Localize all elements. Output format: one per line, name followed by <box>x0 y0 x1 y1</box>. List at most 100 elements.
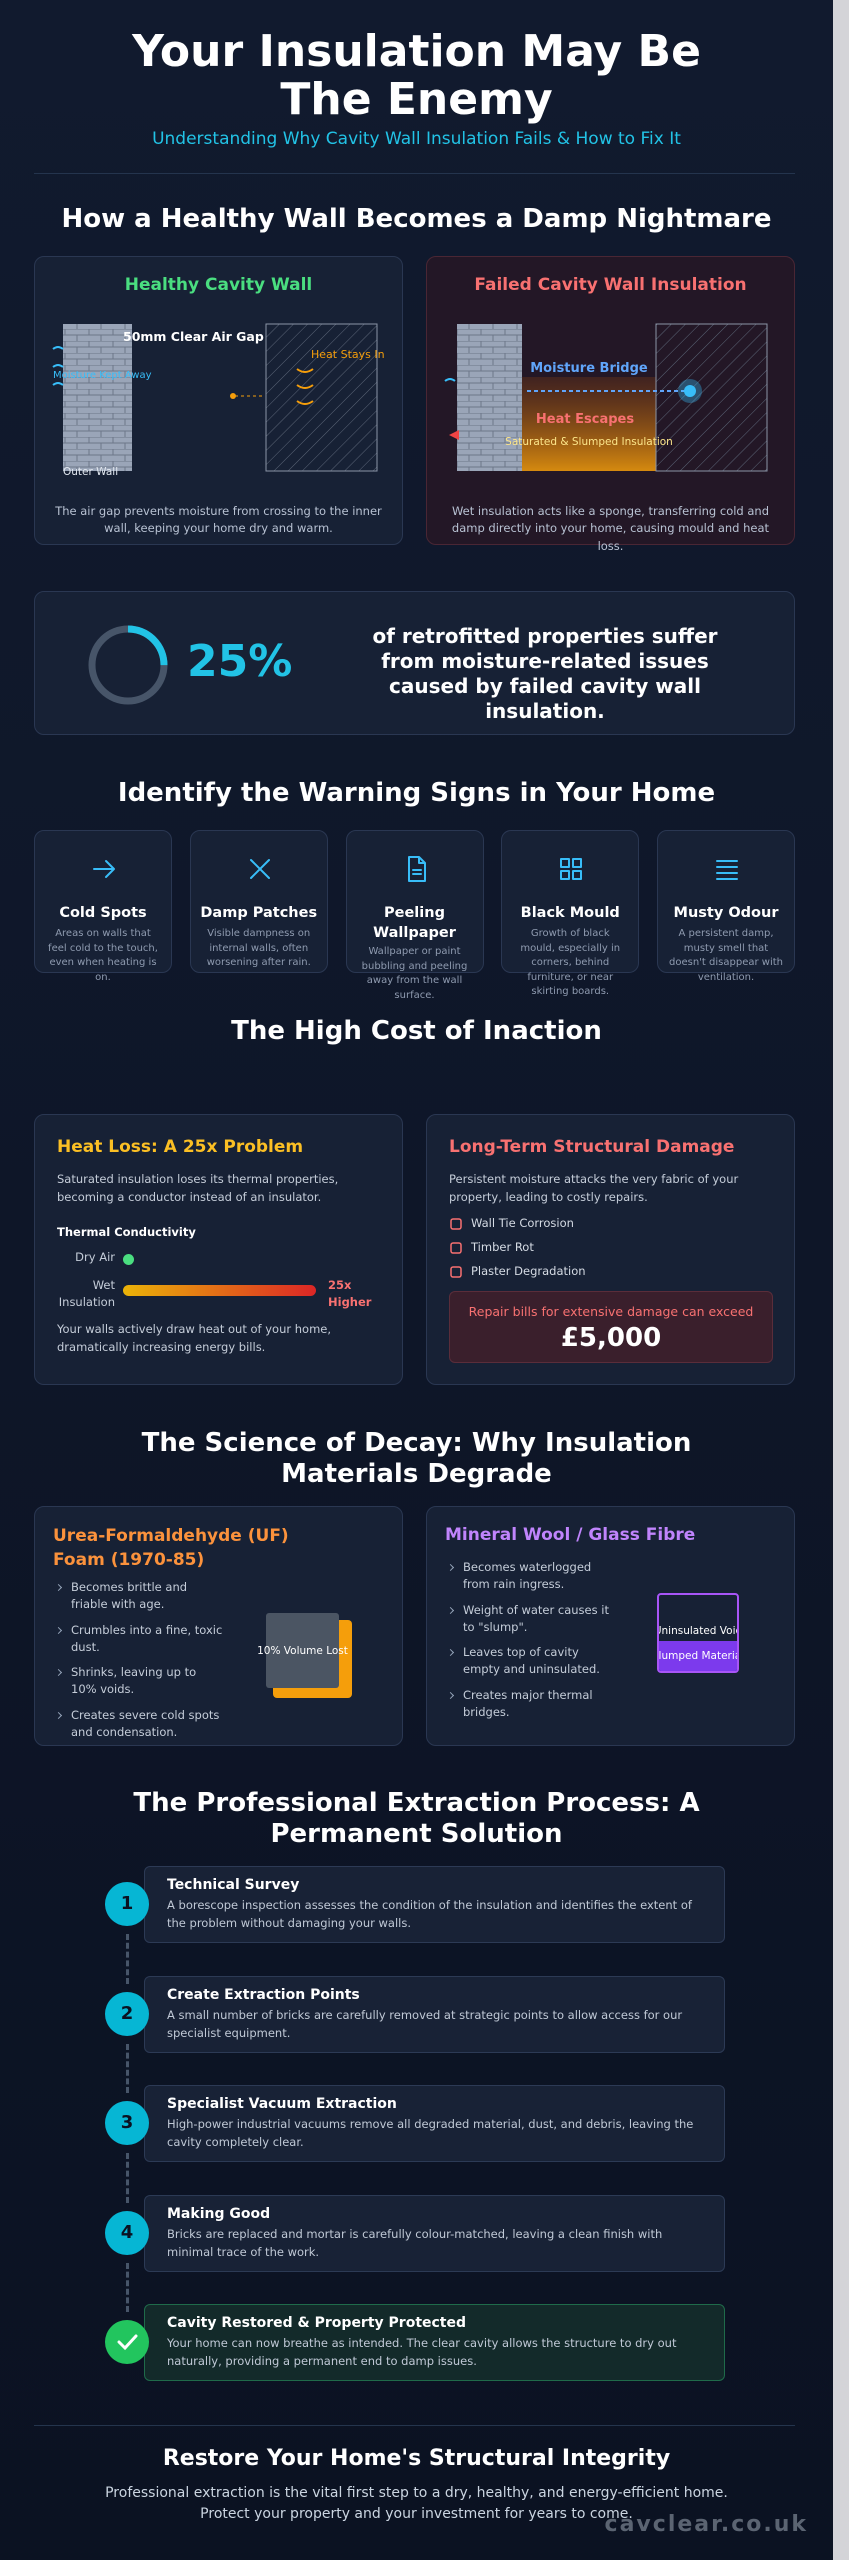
footer-text: Professional extraction is the vital fir… <box>105 2485 728 2522</box>
heat-dot <box>230 393 236 399</box>
void-label: Uninsulated Void <box>657 1625 739 1637</box>
item-icon <box>450 1218 462 1230</box>
bullet-text: Shrinks, leaving up to 10% voids. <box>71 1665 197 1697</box>
section-heading: Identify the Warning Signs in Your Home <box>117 778 716 808</box>
bullet-marker <box>54 1583 63 1592</box>
bullet: Leaves top of cavity empty and uninsulat… <box>445 1644 617 1679</box>
bullet-text: Weight of water causes it to "slump". <box>463 1602 609 1634</box>
connector <box>126 2263 129 2312</box>
bullet: Crumbles into a fine, toxic dust. <box>53 1622 225 1657</box>
connector <box>126 1934 129 1984</box>
sign-title: Cold Spots <box>59 905 147 921</box>
bullet: Weight of water causes it to "slump". <box>445 1602 617 1637</box>
bullet-text: Creates major thermal bridges. <box>463 1687 593 1719</box>
icon-shape <box>249 859 270 879</box>
wet-insulation <box>522 377 656 471</box>
card-text: Persistent moisture attacks the very fab… <box>449 1172 739 1205</box>
card-title: Failed Cavity Wall Insulation <box>474 275 747 295</box>
glow-core <box>684 385 696 397</box>
section-heading: How a Healthy Wall Becomes a Damp Nightm… <box>61 204 772 234</box>
icon-shape <box>450 1266 462 1278</box>
inner-wall <box>265 323 378 472</box>
sign-card: Musty Odour A persistent damp, musty smel… <box>657 830 795 983</box>
step-text: High-power industrial vacuums remove all… <box>167 2117 694 2149</box>
label: 50mm Clear Air Gap <box>123 329 264 344</box>
step-card: Making Good Bricks are replaced and morta… <box>144 2195 725 2272</box>
sign-icon <box>93 860 115 878</box>
moisture-icon <box>52 346 64 386</box>
label: Heat Stays In <box>311 348 385 361</box>
card-title: Urea-Formaldehyde (UF) Foam (1970-85) <box>53 1526 289 1570</box>
icon-shape <box>450 1218 462 1230</box>
sign-card: Black Mould Growth of black mould, especi… <box>501 830 640 997</box>
icon-shape <box>93 860 115 878</box>
subtitle: Understanding Why Cavity Wall Insulation… <box>152 129 681 149</box>
sign-card: Damp Patches Visible dampness on internal… <box>189 830 328 973</box>
step-title: Technical Survey <box>167 1877 300 1893</box>
sign-card: Cold Spots Areas on walls that feel cold … <box>34 830 172 983</box>
icon-shape <box>560 858 583 880</box>
step-title: Specialist Vacuum Extraction <box>167 2096 397 2112</box>
check <box>117 2334 138 2351</box>
bar-label: Wet Insulation <box>58 1278 115 1309</box>
bullet-list: Becomes waterlogged from rain ingress. We… <box>445 1559 617 1729</box>
callout-amount: £5,000 <box>560 1323 662 1353</box>
item-icon <box>450 1266 462 1278</box>
card-title: Heat Loss: A 25x Problem <box>57 1137 304 1157</box>
chart-title: Thermal Conductivity <box>57 1225 196 1239</box>
stat-value: 25% <box>187 636 293 687</box>
connector <box>126 2044 129 2093</box>
uf-card: Urea-Formaldehyde (UF) Foam (1970-85) Be… <box>34 1506 403 1746</box>
outer-wall <box>63 324 132 471</box>
bullet-marker <box>54 1668 63 1677</box>
sign-icon <box>249 859 270 879</box>
sign-icon <box>407 856 426 882</box>
sign-icon <box>716 860 738 880</box>
heat-loss-card: Heat Loss: A 25x Problem Saturated insul… <box>34 1114 403 1385</box>
connector <box>126 2153 129 2203</box>
bullet-text: Leaves top of cavity empty and uninsulat… <box>463 1645 600 1677</box>
sign-text: Wallpaper or paint bubbling and peeling … <box>361 946 468 1001</box>
section-heading: The Professional Extraction Process: A P… <box>133 1788 700 1850</box>
section-heading: The High Cost of Inaction <box>231 1016 602 1046</box>
stat-ring <box>88 625 168 705</box>
heat-icon <box>296 368 314 405</box>
icon-shape <box>716 860 738 880</box>
divider <box>34 2425 795 2426</box>
step-number: 1 <box>105 1882 149 1926</box>
bullet: Becomes waterlogged from rain ingress. <box>445 1559 617 1594</box>
bullet-marker <box>54 1626 63 1634</box>
cavity-box: Uninsulated Void Slumped Material <box>657 1593 739 1673</box>
bullet-text: Becomes waterlogged from rain ingress. <box>463 1560 592 1592</box>
volume-box: 10% Volume Lost <box>257 1613 348 1688</box>
callout-text: Repair bills for extensive damage can ex… <box>468 1304 754 1319</box>
dry-bar <box>123 1254 134 1265</box>
brand: cavclear.co.uk <box>604 2512 808 2537</box>
bullet-marker <box>446 1606 455 1614</box>
icon-shape <box>450 1242 462 1254</box>
bullet: Creates severe cold spots and condensati… <box>53 1707 225 1742</box>
bullet-marker <box>446 1648 455 1657</box>
step-title: Cavity Restored & Property Protected <box>167 2315 467 2331</box>
step-check <box>105 2320 149 2364</box>
inner-wall <box>655 323 768 472</box>
failed-wall-card: Failed Cavity Wall Insulation Moisture B… <box>426 256 795 553</box>
step-text: Bricks are replaced and mortar is carefu… <box>167 2227 663 2259</box>
step-number: 2 <box>105 1992 149 2036</box>
sign-title: Peeling Wallpaper <box>373 905 456 942</box>
icon-shape <box>407 856 426 882</box>
label: Moisture Bridge <box>530 361 648 376</box>
bullet-text: Becomes brittle and friable with age. <box>71 1580 188 1612</box>
damage-card: Long-Term Structural Damage Persistent m… <box>426 1114 795 1385</box>
divider <box>34 173 795 174</box>
bullet-text: Creates severe cold spots and condensati… <box>71 1707 220 1739</box>
bar-value: 25x Higher <box>328 1278 372 1309</box>
sign-text: Visible dampness on internal walls, ofte… <box>206 928 311 968</box>
caption: Wet insulation acts like a sponge, trans… <box>451 504 770 553</box>
bullet: Shrinks, leaving up to 10% voids. <box>53 1664 225 1699</box>
damage-item: Plaster Degradation <box>471 1264 586 1278</box>
step-card: Create Extraction Points A small number o… <box>144 1976 725 2053</box>
card-text: Saturated insulation loses its thermal p… <box>57 1172 339 1205</box>
card-title: Long-Term Structural Damage <box>449 1137 735 1157</box>
bullet-marker <box>54 1711 63 1719</box>
